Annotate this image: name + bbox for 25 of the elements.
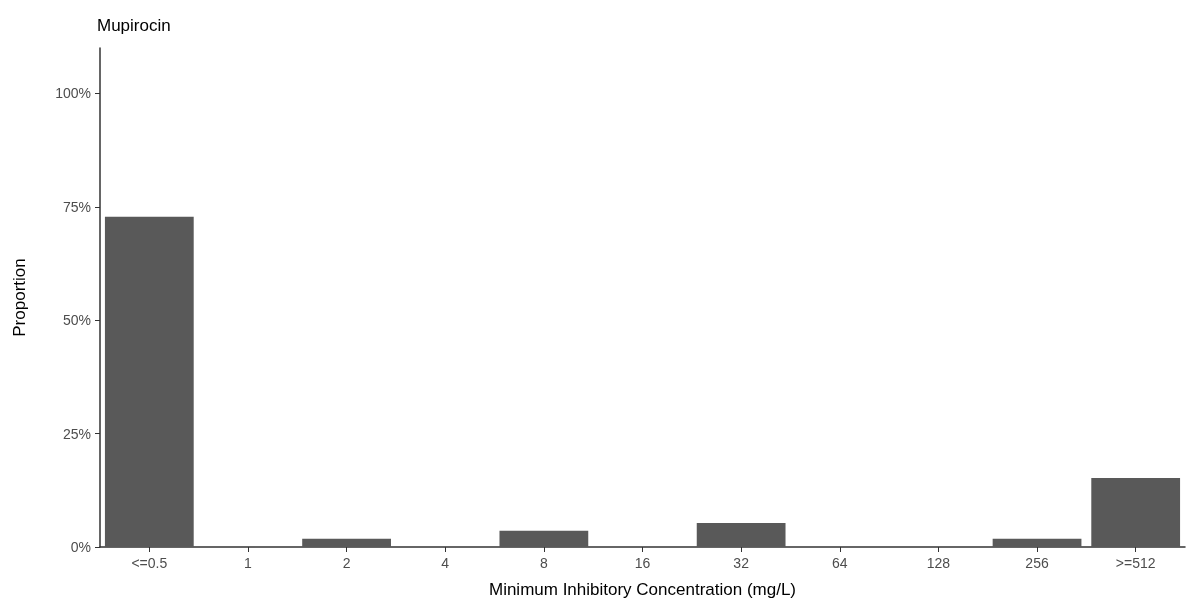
chart-title: Mupirocin <box>97 16 171 35</box>
x-tick-label: 256 <box>1025 555 1049 571</box>
y-tick-label: 25% <box>62 425 91 442</box>
y-tick-label: 50% <box>62 312 91 329</box>
bar <box>992 538 1082 547</box>
y-tick-label: 100% <box>55 85 91 102</box>
x-tick-label: 4 <box>441 555 450 571</box>
x-tick-label: <=0.5 <box>131 555 168 571</box>
x-tick-label: 2 <box>342 555 351 571</box>
x-tick-label: 1 <box>244 555 253 571</box>
y-axis-title: Proportion <box>10 258 29 337</box>
bar <box>1091 478 1181 547</box>
x-tick-label: 16 <box>634 555 651 571</box>
bar <box>499 530 589 547</box>
x-tick-label: 8 <box>539 555 548 571</box>
y-tick-label: 75% <box>62 198 91 215</box>
x-tick-label: 128 <box>926 555 951 571</box>
y-tick-label: 0% <box>70 539 91 555</box>
bar <box>696 522 786 547</box>
bar <box>104 216 194 547</box>
x-tick-label: 64 <box>831 555 848 571</box>
x-tick-label: 32 <box>733 555 750 571</box>
x-axis-title: Minimum Inhibitory Concentration (mg/L) <box>488 580 797 599</box>
bar <box>302 538 391 547</box>
x-tick-label: >=512 <box>1115 555 1156 571</box>
